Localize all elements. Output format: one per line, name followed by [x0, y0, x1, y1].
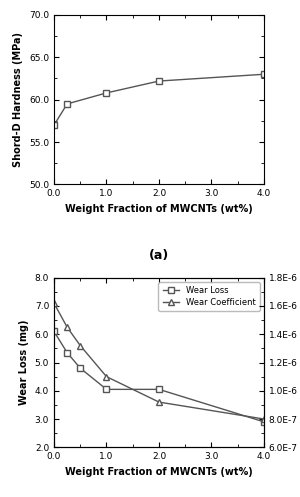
Wear Loss: [262, 419, 266, 425]
Wear Coefficient: [52, 300, 56, 306]
Line: Wear Coefficient: Wear Coefficient: [51, 300, 267, 422]
Wear Loss: [79, 365, 82, 371]
Wear Loss: [65, 350, 69, 356]
Wear Coefficient: [157, 399, 161, 405]
Wear Coefficient: [262, 416, 266, 422]
Wear Loss: [105, 386, 108, 392]
Line: Wear Loss: Wear Loss: [51, 329, 267, 424]
Y-axis label: Wear Loss (mg): Wear Loss (mg): [19, 320, 29, 405]
Wear Coefficient: [65, 324, 69, 330]
Wear Loss: [157, 386, 161, 392]
Wear Loss: [52, 329, 56, 334]
X-axis label: Weight Fraction of MWCNTs (wt%): Weight Fraction of MWCNTs (wt%): [65, 467, 253, 477]
Y-axis label: Shord-D Hardness (MPa): Shord-D Hardness (MPa): [14, 32, 23, 167]
X-axis label: Weight Fraction of MWCNTs (wt%): Weight Fraction of MWCNTs (wt%): [65, 204, 253, 214]
Wear Coefficient: [79, 342, 82, 348]
Wear Coefficient: [105, 374, 108, 380]
Legend: Wear Loss, Wear Coefficient: Wear Loss, Wear Coefficient: [158, 282, 260, 311]
Text: (a): (a): [149, 249, 169, 262]
